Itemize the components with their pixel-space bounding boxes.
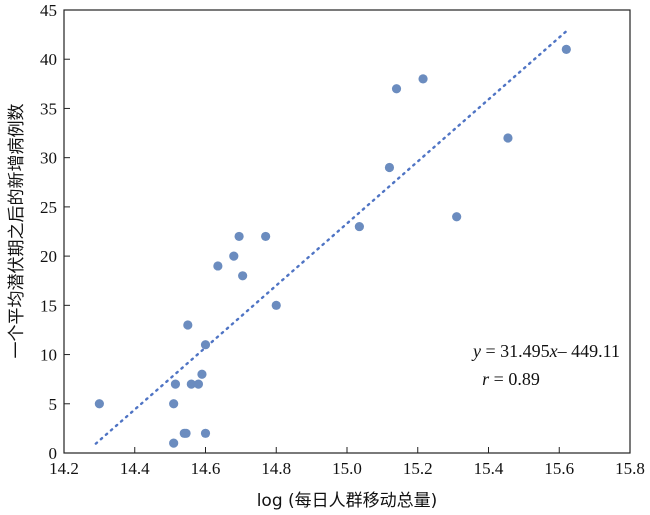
correlation-coefficient: r = 0.89 [482, 369, 540, 389]
x-tick-label: 15.0 [332, 459, 362, 478]
data-point [170, 379, 181, 389]
y-tick-label: 30 [40, 149, 57, 168]
y-tick-label: 20 [40, 247, 57, 266]
data-point [261, 231, 271, 242]
regression-equation: y = 31.495x– 449.11 [471, 341, 620, 361]
data-point [229, 251, 239, 261]
data-point [384, 162, 395, 173]
data-point [391, 84, 402, 94]
data-point [418, 74, 428, 84]
y-tick-label: 40 [40, 50, 57, 69]
x-tick-label: 14.6 [191, 459, 221, 478]
correlation-value: = 0.89 [489, 369, 540, 389]
x-tick-label: 15.4 [474, 459, 504, 478]
data-point [200, 340, 211, 350]
y-tick-label: 35 [40, 99, 57, 118]
data-point [181, 428, 191, 438]
x-tick-label: 14.4 [120, 459, 150, 478]
data-point [503, 133, 513, 143]
equation-mid: = 31.495 [481, 341, 550, 361]
equation-y-var: y [471, 341, 481, 361]
data-point [193, 379, 204, 389]
data-point [169, 438, 179, 448]
data-point [561, 44, 571, 54]
data-point [94, 399, 104, 409]
data-point [234, 231, 244, 242]
x-tick-label: 14.8 [261, 459, 291, 478]
y-tick-label: 25 [40, 198, 57, 217]
correlation-var: r [482, 369, 490, 389]
data-point [186, 379, 196, 389]
scatter-points [94, 44, 571, 448]
y-tick-label: 45 [40, 1, 57, 20]
x-axis-label: log (每日人群移动总量) [257, 491, 438, 511]
data-point [183, 320, 193, 330]
x-tick-label: 15.8 [615, 459, 645, 478]
data-point [169, 399, 179, 409]
data-point [213, 261, 223, 271]
data-point [200, 428, 211, 438]
x-axis-ticks: 14.2 14.4 14.6 14.8 15.0 15.2 15.4 15.6 15.8 [49, 447, 645, 478]
y-tick-label: 0 [49, 444, 58, 463]
plot-area [63, 9, 631, 454]
y-axis-label: 一个平均潜伏期之后的新增病例数 [7, 104, 27, 359]
x-tick-label: 14.2 [49, 459, 79, 478]
y-tick-label: 15 [40, 296, 57, 315]
equation-end: – 449.11 [557, 341, 620, 361]
y-axis-ticks: 0 5 10 15 20 25 30 35 40 45 [40, 1, 70, 463]
data-point [354, 221, 364, 232]
x-tick-label: 15.6 [544, 459, 574, 478]
x-tick-label: 15.2 [403, 459, 433, 478]
y-tick-label: 5 [49, 395, 58, 414]
data-point [452, 212, 462, 222]
y-tick-label: 10 [40, 346, 57, 365]
data-point [271, 300, 281, 310]
data-point [238, 271, 248, 281]
equation-x-var: x [549, 341, 558, 361]
data-point [197, 369, 207, 379]
